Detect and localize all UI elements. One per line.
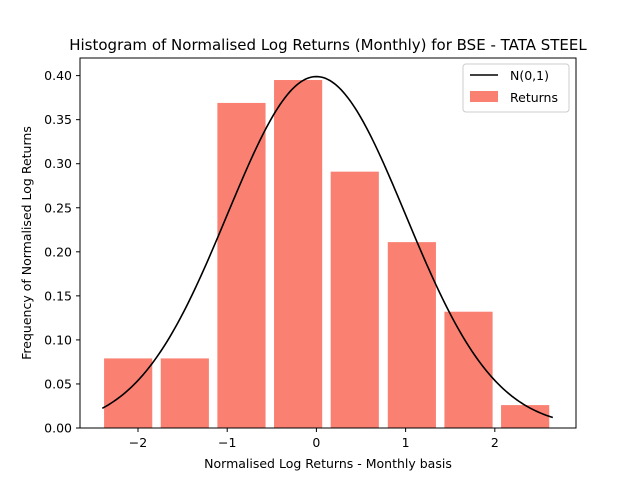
histogram-bar	[444, 311, 493, 428]
histogram-bar	[330, 171, 379, 428]
axes-frame	[79, 57, 577, 429]
y-tick-label: 0.20	[44, 244, 72, 259]
histogram-bar	[160, 358, 209, 428]
y-ticks: 0.00 0.05 0.10 0.15 0.20 0.25 0.30 0.35 0.40	[44, 68, 80, 436]
legend-bar-swatch	[470, 91, 498, 102]
x-axis-label: Normalised Log Returns - Monthly basis	[204, 456, 452, 471]
bars-group	[104, 80, 550, 429]
normal-curve	[101, 75, 554, 419]
y-tick-label: 0.35	[44, 112, 72, 127]
histogram-bar	[501, 405, 550, 428]
x-tick-label: 0	[312, 435, 320, 450]
histogram-bar	[387, 242, 436, 428]
y-tick-label: 0.05	[44, 376, 72, 391]
y-tick-label: 0.25	[44, 200, 72, 215]
chart-title: Histogram of Normalised Log Returns (Mon…	[69, 36, 587, 54]
x-ticks: −2 −1 0 1 2	[129, 428, 499, 450]
histogram-bar	[217, 102, 266, 428]
y-tick-label: 0.10	[44, 332, 72, 347]
legend-entry-bars: Returns	[510, 90, 558, 105]
histogram-bar	[104, 358, 153, 428]
y-tick-label: 0.15	[44, 288, 72, 303]
histogram-bar	[274, 80, 323, 429]
legend: N(0,1) Returns	[462, 63, 570, 113]
y-tick-label: 0.30	[44, 156, 72, 171]
legend-entry-curve: N(0,1)	[510, 68, 549, 83]
y-axis-label: Frequency of Normalised Log Returns	[19, 126, 34, 360]
x-tick-label: 2	[491, 435, 499, 450]
x-tick-label: −1	[218, 435, 236, 450]
y-tick-label: 0.40	[44, 68, 72, 83]
x-tick-label: 1	[402, 435, 410, 450]
y-tick-label: 0.00	[44, 421, 72, 436]
x-tick-label: −2	[129, 435, 147, 450]
